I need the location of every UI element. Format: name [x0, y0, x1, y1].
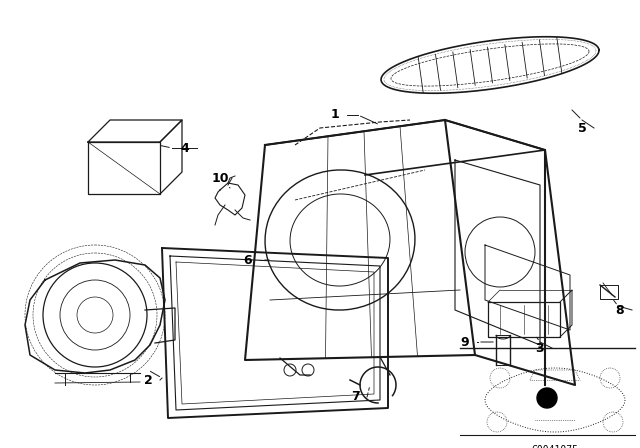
- Text: 6: 6: [244, 254, 252, 267]
- Circle shape: [537, 388, 557, 408]
- Text: 2: 2: [143, 374, 152, 387]
- Text: 4: 4: [180, 142, 189, 155]
- Text: 8: 8: [616, 303, 624, 316]
- Text: 10: 10: [211, 172, 228, 185]
- Text: 3: 3: [536, 341, 544, 354]
- Text: C0041075: C0041075: [531, 445, 579, 448]
- Text: 7: 7: [351, 391, 360, 404]
- Text: 5: 5: [578, 121, 586, 134]
- Text: 9: 9: [461, 336, 469, 349]
- Text: 1: 1: [331, 108, 339, 121]
